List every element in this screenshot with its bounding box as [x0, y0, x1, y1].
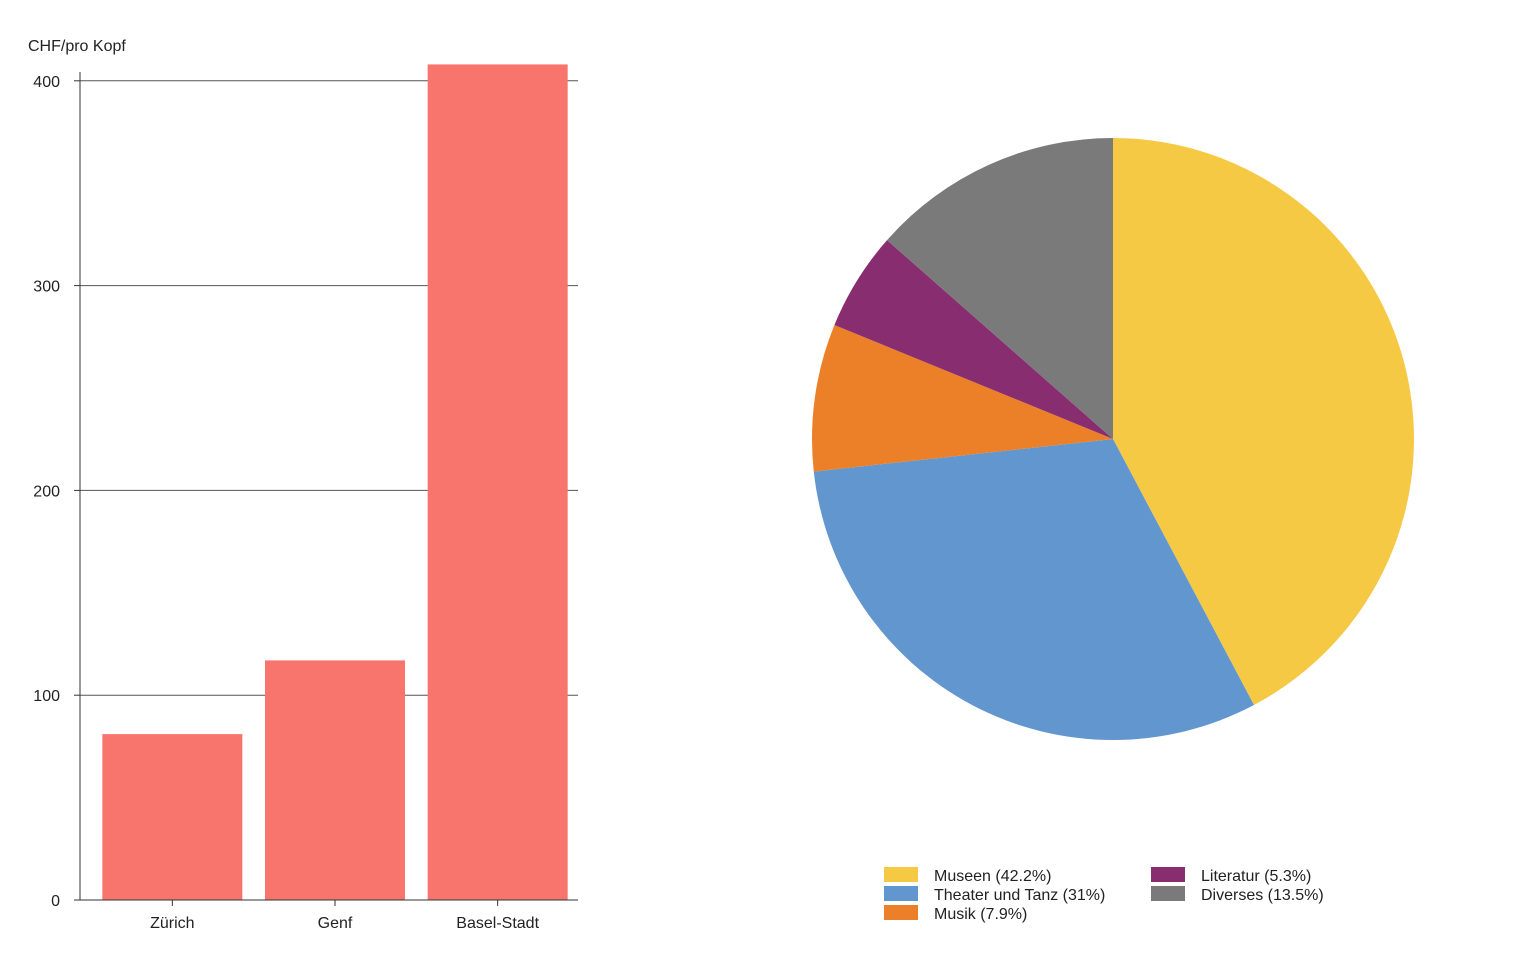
- y-tick-labels: 0 100 200 300 400: [33, 74, 80, 910]
- legend-label: Museen (42.2%): [934, 868, 1051, 885]
- bar-chart: 0 100 200 300 400 Zürich Genf Basel-Stadt CHF/…: [28, 38, 578, 932]
- pie-slice: [887, 138, 1113, 439]
- legend-label: Literatur (5.3%): [1201, 868, 1311, 885]
- legend-label: Diverses (13.5%): [1201, 887, 1324, 904]
- x-tick-label: Zürich: [150, 915, 194, 932]
- legend-label: Theater und Tanz (31%): [934, 887, 1105, 904]
- x-tick-labels: Zürich Genf Basel-Stadt: [150, 900, 540, 932]
- y-tick-label: 300: [33, 279, 60, 296]
- pie-slices: [812, 138, 1415, 740]
- pie-legend: Museen (42.2%) Theater und Tanz (31%) Musi…: [884, 867, 1324, 923]
- bar-axes: [74, 72, 578, 901]
- pie-chart: Museen (42.2%) Theater und Tanz (31%) Musi…: [812, 138, 1415, 923]
- bar: [102, 734, 243, 900]
- x-tick-label: Basel-Stadt: [456, 915, 539, 932]
- bar-series: [102, 64, 568, 900]
- bar: [265, 660, 405, 900]
- bar: [427, 64, 568, 900]
- legend-swatch: [884, 886, 918, 901]
- legend-swatch: [884, 867, 918, 882]
- pie-slice: [834, 240, 1113, 439]
- legend-item: Literatur (5.3%): [1151, 867, 1311, 885]
- y-tick-label: 200: [33, 483, 60, 500]
- legend-swatch: [884, 905, 918, 920]
- legend-item: Diverses (13.5%): [1151, 886, 1324, 904]
- pie-slice: [1113, 138, 1415, 705]
- pie-slice: [812, 325, 1113, 472]
- y-tick-label: 0: [51, 893, 60, 910]
- x-tick-label: Genf: [318, 915, 353, 932]
- y-tick-label: 400: [33, 74, 60, 91]
- legend-item: Musik (7.9%): [884, 905, 1027, 923]
- legend-label: Musik (7.9%): [934, 906, 1027, 923]
- legend-item: Museen (42.2%): [884, 867, 1051, 885]
- pie-slice: [813, 439, 1254, 740]
- legend-swatch: [1151, 867, 1185, 882]
- legend-item: Theater und Tanz (31%): [884, 886, 1105, 904]
- legend-swatch: [1151, 886, 1185, 901]
- y-axis-title: CHF/pro Kopf: [28, 38, 126, 55]
- y-tick-label: 100: [33, 688, 60, 705]
